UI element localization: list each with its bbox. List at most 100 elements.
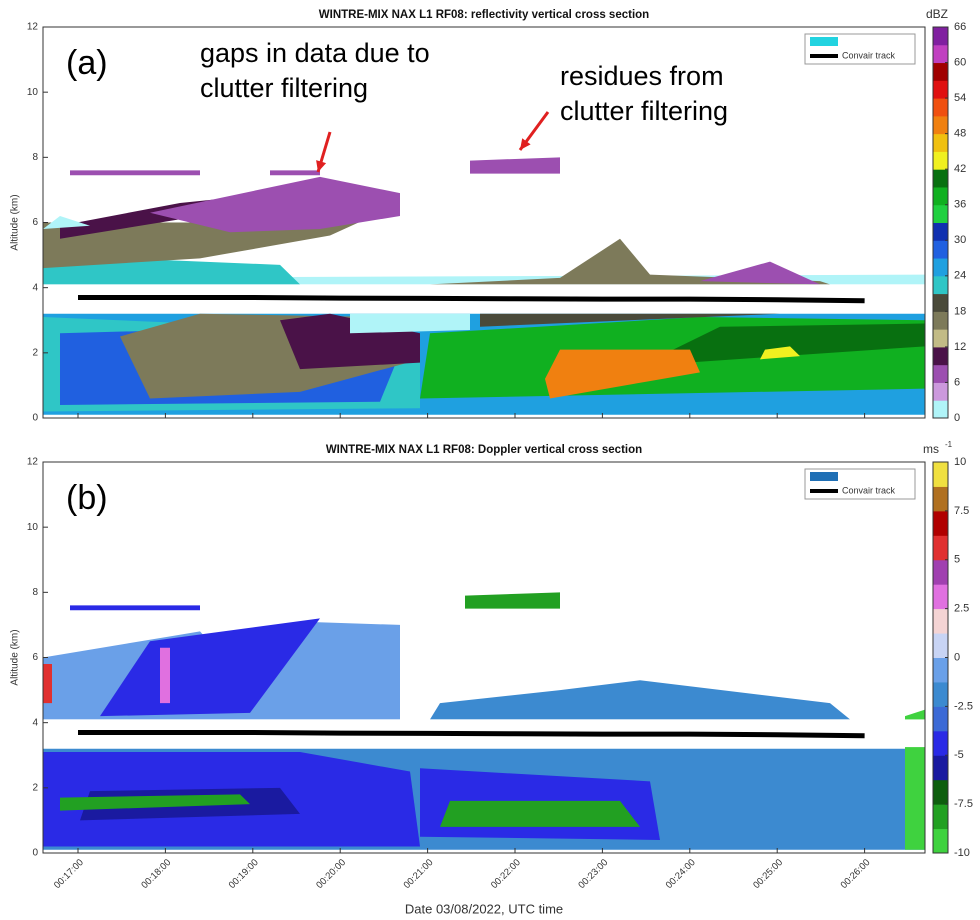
annotation: gaps in data due to [200, 38, 430, 68]
x-tick-label: 00:21:00 [402, 857, 436, 891]
colorbar-tick-label: 6 [954, 376, 960, 388]
echo-region [700, 261, 820, 285]
echo-region [640, 323, 925, 366]
y-tick-label: 0 [32, 413, 38, 424]
arrow-head [316, 160, 327, 172]
colorbar-tick-label: -10 [954, 847, 970, 859]
x-axis-label: Date 03/08/2022, UTC time [405, 901, 563, 916]
colorbar-segment [933, 755, 948, 781]
colorbar-tick-label: 10 [954, 456, 966, 468]
colorbar-tick-label: 24 [954, 270, 966, 282]
colorbar-tick-label: 48 [954, 128, 966, 140]
colorbar-segment [933, 98, 948, 117]
colorbar-segment [933, 633, 948, 658]
echo-region [545, 349, 700, 399]
annotation: clutter filtering [200, 73, 368, 103]
colorbar-segment [933, 706, 948, 732]
y-tick-label: 4 [32, 717, 38, 728]
echo-region [70, 170, 200, 176]
colorbar-segment [933, 608, 948, 634]
y-tick-label: 10 [27, 87, 39, 98]
colorbar-segment [933, 151, 948, 170]
colorbar-segment [933, 115, 948, 135]
y-axis-label: Altitude (km) [10, 194, 21, 250]
x-tick-label: 00:20:00 [314, 857, 348, 891]
x-tick-label: 00:18:00 [139, 857, 173, 891]
colorbar-segment [933, 329, 948, 348]
y-tick-label: 6 [32, 652, 38, 663]
y-tick-label: 0 [32, 848, 38, 859]
colorbar-segment [933, 80, 948, 99]
echo-region [430, 680, 850, 720]
echo-region [470, 157, 560, 174]
colorbar-tick-label: 36 [954, 199, 966, 211]
echo-region [70, 605, 200, 611]
colorbar-segment [933, 382, 948, 401]
colorbar-segment [933, 44, 948, 64]
colorbar-unit: ms [923, 442, 939, 456]
colorbar-tick-label: 60 [954, 56, 966, 68]
y-axis-label: Altitude (km) [10, 629, 21, 685]
colorbar-segment [933, 186, 948, 206]
colorbar-tick-label: 30 [954, 234, 966, 246]
legend-swatch [810, 37, 838, 46]
colorbar-segment [933, 804, 948, 830]
y-tick-label: 8 [32, 587, 38, 598]
legend-swatch [810, 472, 838, 481]
panel: 0 24 6 8 10 12 Altitude (km) WINTRE-MIX NAX L1 … [10, 7, 967, 424]
echo-region [270, 170, 320, 176]
legend-label: Convair track [842, 485, 896, 495]
echo-region [350, 313, 470, 334]
x-tick-label: 00:25:00 [751, 857, 785, 891]
colorbar-segment [933, 657, 948, 683]
colorbar-unit-exponent: -1 [945, 440, 953, 449]
x-tick-label: 00:26:00 [839, 857, 873, 891]
y-tick-label: 8 [32, 152, 38, 163]
echo-region [43, 215, 90, 230]
colorbar-segment [933, 779, 948, 805]
annotation: clutter filtering [560, 96, 728, 126]
colorbar-segment [933, 364, 948, 383]
chart-title: WINTRE-MIX NAX L1 RF08: reflectivity ver… [319, 9, 649, 21]
track-line [78, 294, 865, 304]
x-tick-label: 00:17:00 [52, 857, 86, 891]
colorbar-segment [933, 584, 948, 610]
colorbar-tick-label: 42 [954, 163, 966, 175]
colorbar-segment [933, 400, 948, 419]
echo-region [150, 176, 400, 233]
colorbar-segment [933, 535, 948, 561]
colorbar-tick-label: 0 [954, 651, 960, 663]
colorbar-segment [933, 62, 948, 81]
radar-field [43, 592, 925, 850]
legend-label: Convair track [842, 50, 896, 60]
colorbar-segment [933, 311, 948, 330]
x-tick-label: 00:22:00 [489, 857, 523, 891]
colorbar-tick-label: -7.5 [954, 798, 973, 810]
chart-title: WINTRE-MIX NAX L1 RF08: Doppler vertical… [326, 444, 642, 456]
y-tick-label: 12 [27, 457, 39, 468]
colorbar-tick-label: 5 [954, 554, 960, 566]
colorbar-segment [933, 275, 948, 295]
radar-field [43, 157, 925, 415]
colorbar-segment [933, 293, 948, 312]
echo-region [43, 664, 52, 704]
echo-region [480, 313, 780, 327]
colorbar-tick-label: 66 [954, 21, 966, 33]
panel-label: (a) [66, 44, 108, 82]
track-line [78, 729, 865, 739]
colorbar-segment [933, 222, 948, 241]
panel: 0 2 4 6 8 10 12 Altitude (km) WINTRE-MIX NAX L1 … [10, 440, 973, 916]
echo-region [465, 592, 560, 609]
colorbar-tick-label: 0 [954, 412, 960, 424]
colorbar-segment [933, 346, 948, 366]
y-tick-label: 2 [32, 782, 38, 793]
colorbar-segment [933, 559, 948, 585]
colorbar-segment [933, 462, 948, 487]
y-tick-label: 12 [27, 22, 39, 33]
y-tick-label: 4 [32, 282, 38, 293]
colorbar-segment [933, 169, 948, 188]
colorbar-tick-label: 54 [954, 92, 966, 104]
arrow-head [520, 138, 531, 150]
colorbar-segment [933, 730, 948, 756]
